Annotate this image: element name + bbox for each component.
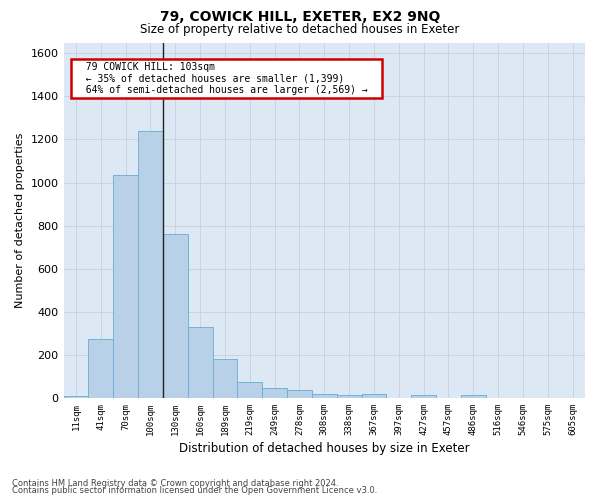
Bar	[411, 396, 436, 398]
Bar	[163, 234, 188, 398]
Bar	[337, 396, 362, 398]
Text: Contains HM Land Registry data © Crown copyright and database right 2024.: Contains HM Land Registry data © Crown c…	[12, 478, 338, 488]
Text: 79 COWICK HILL: 103sqm
  ← 35% of detached houses are smaller (1,399)
  64% of s: 79 COWICK HILL: 103sqm ← 35% of detached…	[74, 62, 379, 95]
Text: Contains public sector information licensed under the Open Government Licence v3: Contains public sector information licen…	[12, 486, 377, 495]
Bar	[212, 359, 238, 398]
X-axis label: Distribution of detached houses by size in Exeter: Distribution of detached houses by size …	[179, 442, 470, 455]
Bar	[113, 175, 138, 398]
Text: 79, COWICK HILL, EXETER, EX2 9NQ: 79, COWICK HILL, EXETER, EX2 9NQ	[160, 10, 440, 24]
Bar	[461, 396, 485, 398]
Bar	[138, 131, 163, 398]
Y-axis label: Number of detached properties: Number of detached properties	[15, 132, 25, 308]
Bar	[262, 388, 287, 398]
Bar	[238, 382, 262, 398]
Text: Size of property relative to detached houses in Exeter: Size of property relative to detached ho…	[140, 22, 460, 36]
Bar	[188, 327, 212, 398]
Bar	[287, 390, 312, 398]
Bar	[88, 338, 113, 398]
Bar	[312, 394, 337, 398]
Bar	[64, 396, 88, 398]
Bar	[362, 394, 386, 398]
